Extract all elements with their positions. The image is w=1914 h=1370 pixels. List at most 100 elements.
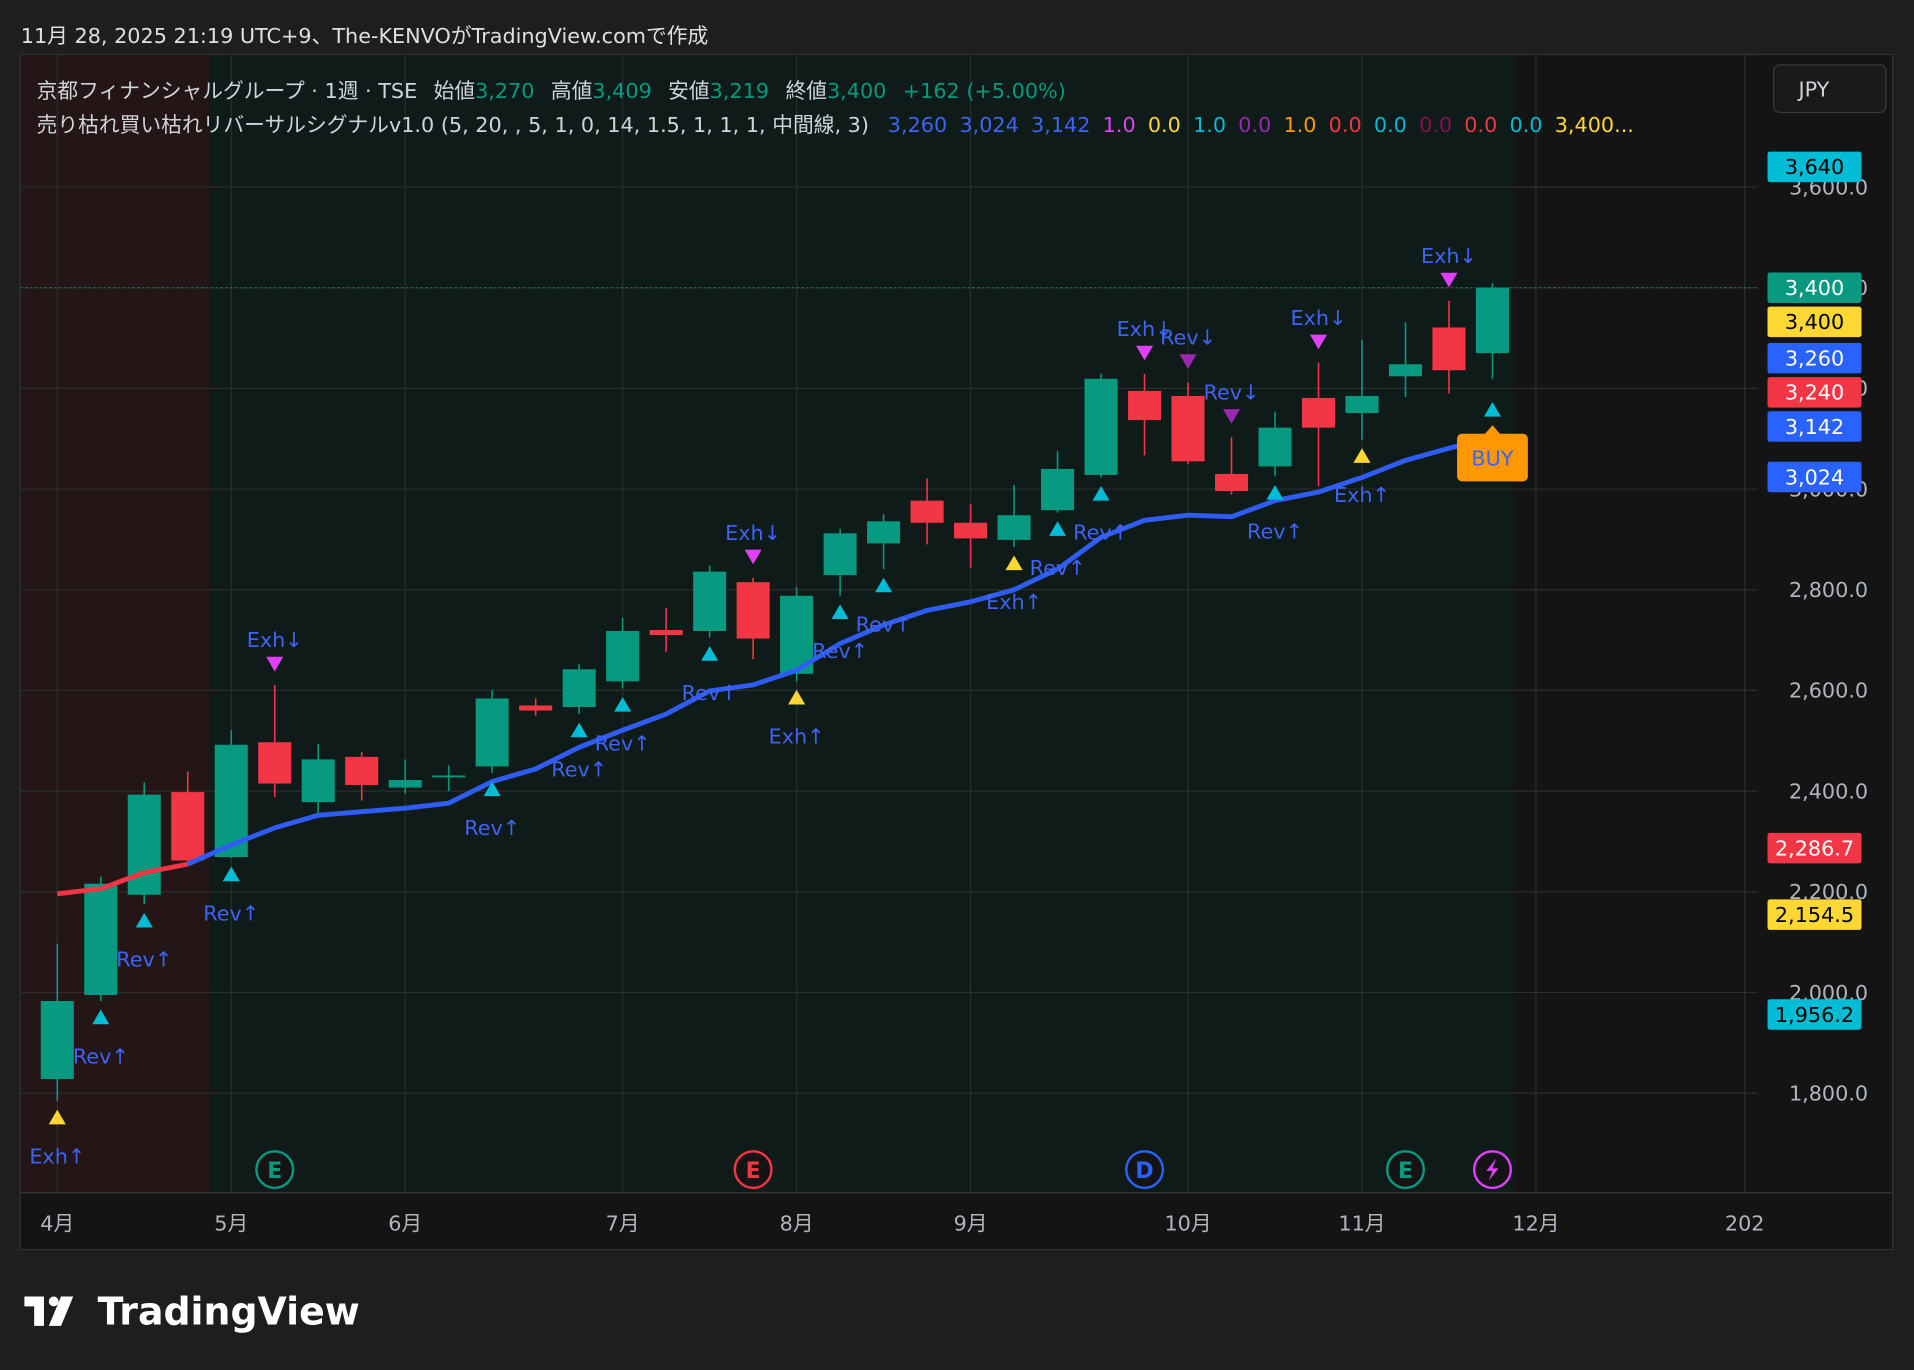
indicator-value: 0.0 xyxy=(1510,113,1543,137)
signal-label: Rev↑ xyxy=(1247,520,1303,544)
signal-marker xyxy=(701,646,719,661)
candle-body xyxy=(1171,395,1205,462)
indicator-line: 売り枯れ買い枯れリバーサルシグナルv1.0 (5, 20, , 5, 1, 0,… xyxy=(37,113,1634,137)
signal-label: Exh↑ xyxy=(986,590,1042,614)
signal-label: Rev↑ xyxy=(203,901,259,925)
signal-marker xyxy=(1309,334,1328,350)
indicator-value: 0.0 xyxy=(1329,113,1362,137)
signal-marker xyxy=(1353,448,1371,463)
candle-body xyxy=(997,515,1031,540)
signal-label: Rev↑ xyxy=(682,681,738,705)
signal-marker xyxy=(1222,409,1241,424)
indicator-value: 0.0 xyxy=(1238,113,1271,137)
price-label: 1,956.2 xyxy=(1775,1003,1854,1027)
change: +162 (+5.00%) xyxy=(903,79,1066,103)
signal-label: Rev↑ xyxy=(1073,521,1129,545)
signal-label: Exh↑ xyxy=(1334,483,1390,507)
plot-area: 1,800.02,000.02,200.02,400.02,600.02,800… xyxy=(20,55,1893,1236)
currency[interactable]: JPY xyxy=(1796,78,1829,102)
price-label-box xyxy=(1767,411,1862,442)
y-tick-label: 2,600.0 xyxy=(1789,679,1868,703)
price-label-box xyxy=(1767,377,1862,408)
signal-label: Exh↓ xyxy=(725,521,781,545)
currency-button[interactable] xyxy=(1773,64,1887,114)
signal-marker xyxy=(1483,402,1502,417)
buy-label: BUY xyxy=(1471,446,1513,470)
signal-label: Exh↑ xyxy=(769,725,825,749)
candle-body xyxy=(736,582,770,639)
ohlc-value: 3,400 xyxy=(827,79,886,103)
signal-marker xyxy=(222,866,240,882)
x-tick-label: 9月 xyxy=(954,1212,988,1236)
indicator-value: 1.0 xyxy=(1193,113,1226,137)
candle-body xyxy=(867,521,901,544)
event-label: E xyxy=(1398,1159,1413,1184)
signal-marker xyxy=(1266,485,1284,500)
signal-marker xyxy=(831,604,849,619)
candle-body xyxy=(1214,473,1249,492)
candle-body xyxy=(127,794,161,895)
x-tick-label: 8月 xyxy=(780,1212,814,1236)
indicator-line xyxy=(57,861,189,897)
ohlc-value: 3,409 xyxy=(592,79,651,103)
signal-marker xyxy=(266,656,284,672)
buy-box xyxy=(1457,433,1528,482)
header-caption: 11月 28, 2025 21:19 UTC+9、The-KENVOがTradi… xyxy=(21,24,708,48)
event-label: E xyxy=(746,1159,761,1184)
candle-body xyxy=(823,533,857,576)
ohlc-label: 始値 xyxy=(434,79,476,103)
signal-label: Rev↑ xyxy=(856,612,912,636)
indicator-value: 3,260 xyxy=(888,113,947,137)
logo-dot xyxy=(48,1296,59,1307)
candle-body xyxy=(954,522,988,539)
candle-body xyxy=(606,631,640,682)
legend-line: 京都フィナンシャルグループ · 1週 · TSE 始値3,270 高値3,409… xyxy=(37,79,1066,103)
candle-body xyxy=(1475,287,1509,354)
event-label: E xyxy=(267,1159,282,1184)
signal-label: Rev↑ xyxy=(1030,556,1086,580)
signal-label: Rev↑ xyxy=(116,948,172,972)
signal-label: Exh↓ xyxy=(1117,317,1173,341)
candle-body xyxy=(1041,468,1075,511)
signal-label: Rev↑ xyxy=(551,757,607,781)
signal-label: Exh↓ xyxy=(1421,244,1477,268)
price-label-box xyxy=(1767,272,1862,303)
event-label: D xyxy=(1135,1159,1153,1184)
candle-body xyxy=(649,630,683,636)
buy-box-pointer xyxy=(1483,425,1502,435)
signal-label: Exh↓ xyxy=(1291,306,1347,330)
symbol: 京都フィナンシャルグループ · 1週 · TSE xyxy=(37,79,418,103)
x-tick-label: 12月 xyxy=(1512,1212,1559,1236)
signal-marker xyxy=(1005,555,1023,571)
signal-marker xyxy=(48,1109,66,1125)
logo-text: TradingView xyxy=(98,1290,360,1334)
candle-body xyxy=(171,792,205,861)
price-label: 3,240 xyxy=(1785,381,1844,405)
indicator-value: 1.0 xyxy=(1283,113,1316,137)
ohlc-value: 3,270 xyxy=(475,79,534,103)
signal-label: Rev↓ xyxy=(1160,325,1216,349)
candle-body xyxy=(1345,395,1379,414)
indicator-name: 売り枯れ買い枯れリバーサルシグナルv1.0 (5, 20, , 5, 1, 0,… xyxy=(37,113,869,137)
signal-label: Rev↑ xyxy=(73,1044,129,1068)
price-label-box xyxy=(1767,899,1862,930)
signal-marker xyxy=(570,722,588,738)
candle-body xyxy=(1128,390,1162,421)
candle-body xyxy=(1388,364,1423,377)
price-label-box xyxy=(1767,999,1862,1030)
candle-body xyxy=(910,500,944,523)
candle-body xyxy=(432,775,466,778)
price-label: 3,142 xyxy=(1785,415,1844,439)
signal-marker xyxy=(1135,345,1154,361)
signal-marker xyxy=(875,577,893,593)
price-label: 3,400 xyxy=(1785,276,1844,300)
candle-body xyxy=(519,705,553,711)
price-label: 3,640 xyxy=(1785,155,1844,179)
candle-body xyxy=(301,759,335,803)
x-tick-label: 4月 xyxy=(40,1212,74,1236)
signal-marker xyxy=(483,781,501,797)
event-icon xyxy=(733,1150,773,1190)
price-label: 3,024 xyxy=(1785,465,1844,489)
signal-label: Exh↓ xyxy=(247,628,303,652)
price-label-box xyxy=(1767,461,1862,493)
